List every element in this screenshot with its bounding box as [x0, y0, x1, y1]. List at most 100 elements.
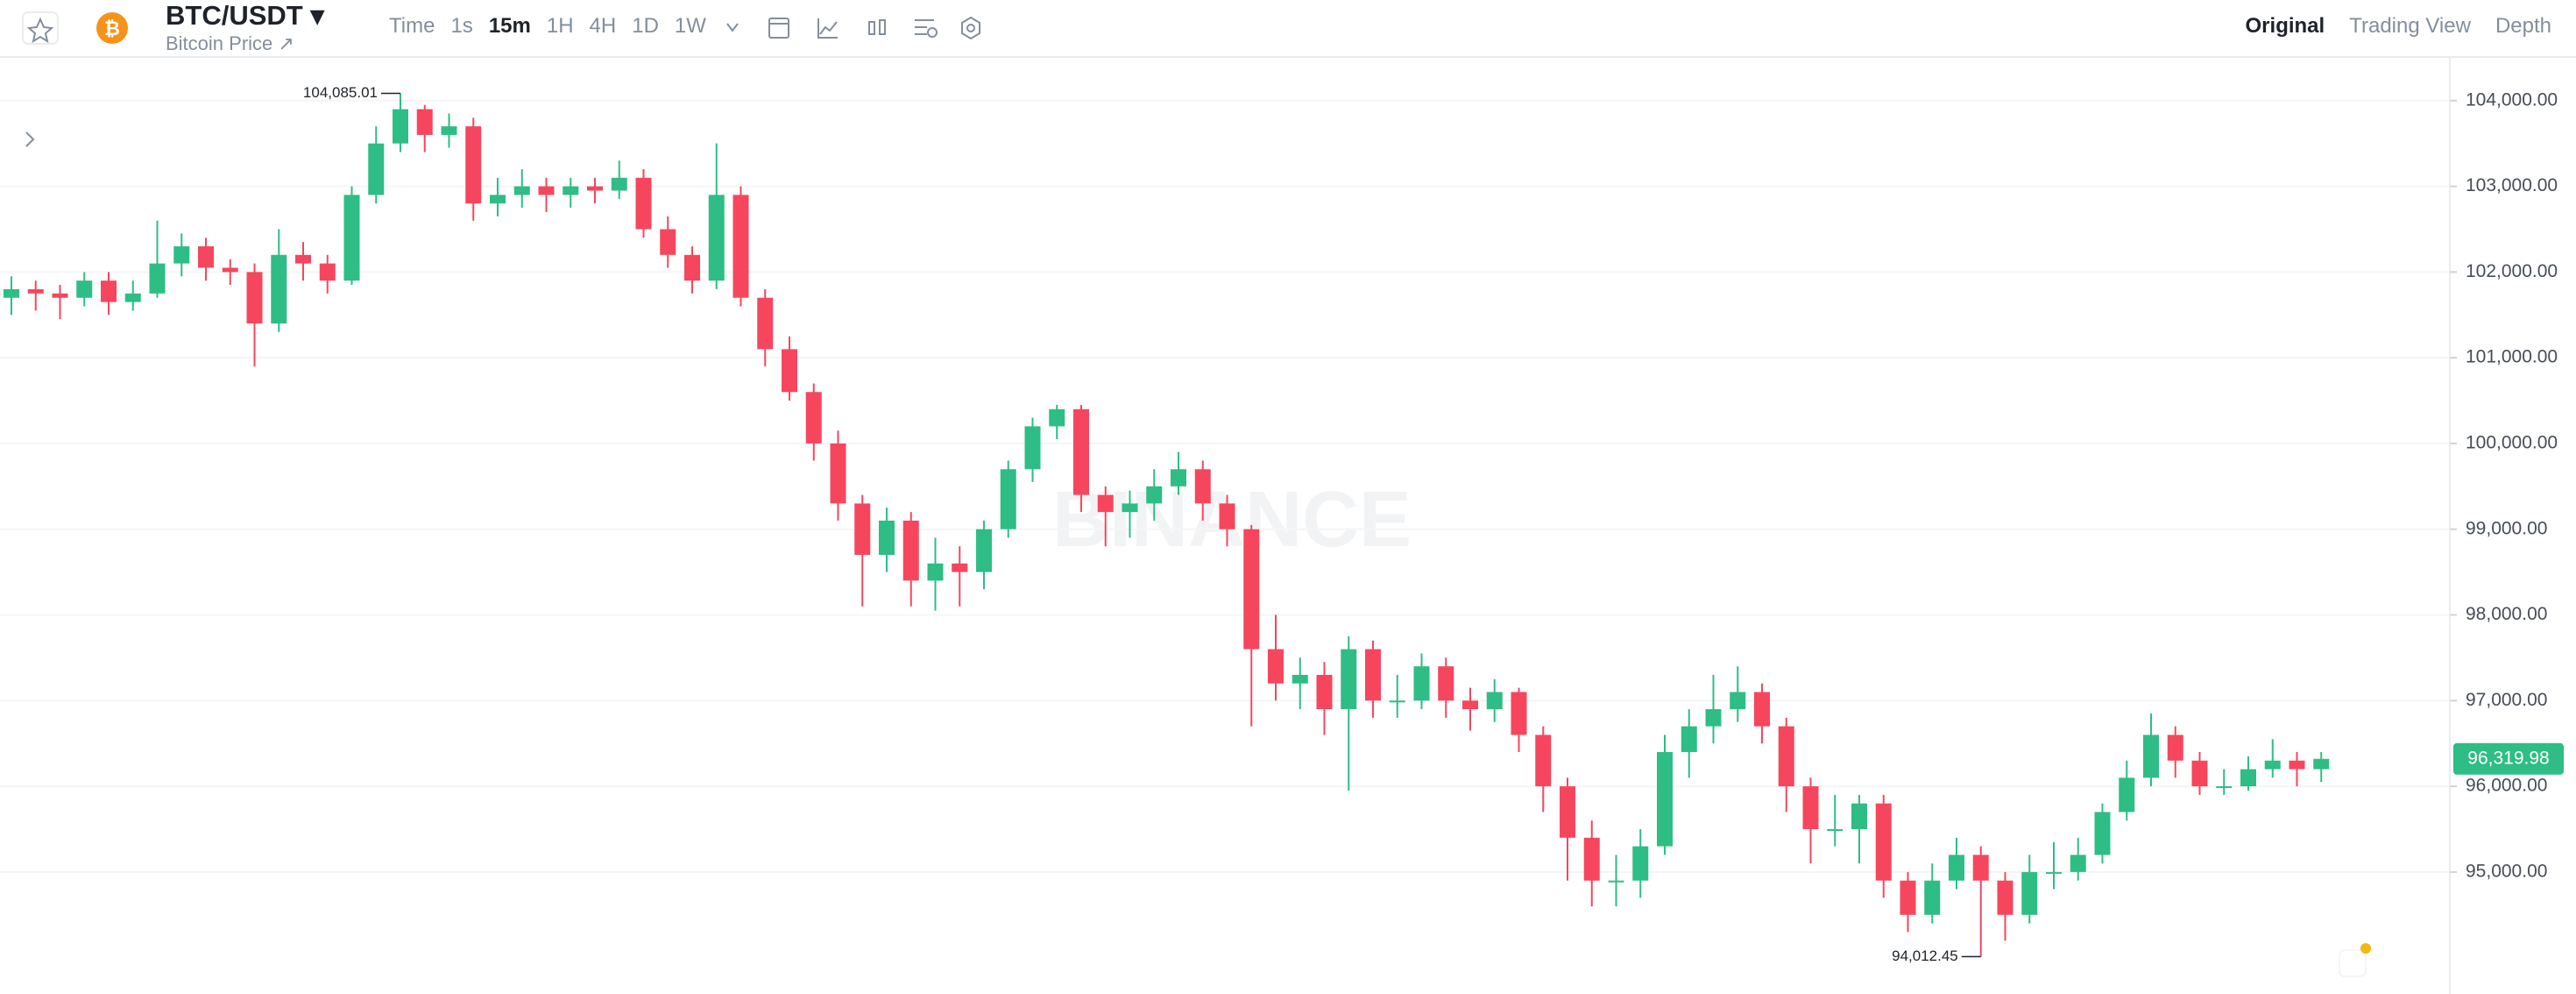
- candle-body: [660, 229, 676, 255]
- header: ₿ BTC/USDT ▾ Bitcoin Price ↗ Time 1s 15m 1H…: [0, 0, 2576, 58]
- interval[interactable]: 1D: [632, 14, 659, 38]
- candle-body: [1754, 692, 1770, 727]
- view-tab[interactable]: Trading View: [2349, 14, 2471, 38]
- pair-title[interactable]: BTC/USDT ▾: [166, 0, 324, 31]
- candle-body: [1219, 503, 1235, 529]
- candle-body: [1146, 486, 1163, 504]
- candle-body: [1341, 649, 1357, 710]
- candle-body: [490, 195, 506, 204]
- candle-body: [1997, 880, 2013, 915]
- y-tick-label: 103,000.00: [2466, 175, 2558, 195]
- candle-body: [1560, 786, 1575, 838]
- candle-body: [4, 288, 19, 298]
- interval[interactable]: Time: [389, 14, 435, 38]
- candle-body: [1778, 726, 1794, 787]
- subtitle-text[interactable]: Bitcoin Price: [166, 32, 273, 54]
- candle-body: [416, 109, 433, 135]
- candle-body: [1949, 855, 1964, 881]
- candle-body: [927, 563, 944, 581]
- low-label: 94,012.45: [1892, 948, 1958, 964]
- chart: BINANCE 95,000.0096,000.0097,000.0098,00…: [0, 58, 2564, 994]
- candle-body: [173, 246, 190, 264]
- candle-body: [1632, 846, 1649, 881]
- candle-body: [198, 246, 214, 268]
- candle-body: [1389, 700, 1405, 703]
- y-tick-label: 102,000.00: [2466, 261, 2558, 281]
- subtitle[interactable]: Bitcoin Price ↗: [166, 32, 294, 54]
- interval[interactable]: 15m: [488, 14, 531, 38]
- candle-body: [2289, 760, 2305, 770]
- candle-body: [635, 177, 652, 230]
- collapse-arrow[interactable]: [25, 131, 35, 147]
- view-tabs: Original Trading View Depth: [2246, 14, 2551, 39]
- candle-body: [1365, 649, 1381, 701]
- candle-body: [1730, 692, 1746, 710]
- candle-body: [1972, 855, 1989, 881]
- candle-body: [1851, 803, 1867, 829]
- interval[interactable]: 4H: [589, 14, 617, 38]
- note-icon[interactable]: [2339, 943, 2371, 977]
- candle-body: [1049, 408, 1065, 427]
- candle-body: [246, 272, 263, 324]
- candle-body: [1657, 751, 1673, 847]
- candle-body: [2167, 735, 2183, 761]
- candle-body: [271, 254, 287, 324]
- candle-body: [101, 280, 117, 302]
- interval[interactable]: 1W: [674, 14, 706, 38]
- candle-body: [1681, 726, 1697, 752]
- candle-body: [1827, 828, 1844, 831]
- intervals: Time 1s 15m 1H 4H 1D 1W: [389, 14, 706, 39]
- candle-body: [1194, 469, 1211, 504]
- candle-body: [805, 392, 822, 444]
- candle-body: [368, 143, 385, 195]
- candle-body: [1802, 786, 1819, 829]
- y-tick-label: 96,000.00: [2466, 776, 2547, 796]
- candle-body: [76, 280, 93, 298]
- candle-body: [708, 195, 725, 281]
- toolbar-icons: [726, 18, 938, 39]
- view-tab[interactable]: Original: [2245, 14, 2325, 38]
- candle-body: [1438, 666, 1454, 701]
- candle-body: [1097, 494, 1114, 513]
- candle-body: [27, 288, 44, 294]
- candle-body: [563, 186, 579, 195]
- candle-body: [513, 186, 530, 195]
- candle-body: [879, 520, 895, 556]
- candle-body: [2119, 777, 2135, 813]
- candle-body: [1875, 803, 1892, 881]
- pair[interactable]: BTC/USDT: [166, 0, 303, 31]
- candle-body: [2216, 786, 2233, 789]
- y-tick-label: 97,000.00: [2466, 690, 2547, 710]
- candle-body: [1316, 674, 1333, 710]
- candle-body: [441, 126, 457, 135]
- candle-body: [732, 195, 749, 298]
- candle-body: [1292, 674, 1308, 684]
- candle-body: [976, 529, 992, 572]
- candle-body: [295, 254, 311, 264]
- icons: ₿: [22, 11, 128, 45]
- candle-body: [952, 563, 968, 572]
- interval[interactable]: 1H: [546, 14, 574, 38]
- candle-body: [149, 263, 166, 294]
- y-tick-label: 99,000.00: [2466, 518, 2547, 538]
- candle-body: [2021, 871, 2038, 915]
- candle-body: [1900, 880, 1916, 915]
- candle-body: [343, 195, 360, 281]
- y-tick-label: 104,000.00: [2466, 89, 2558, 110]
- candle-body: [319, 263, 336, 281]
- interval[interactable]: 1s: [450, 14, 473, 38]
- candle-body: [1243, 529, 1260, 650]
- candle-body: [782, 349, 797, 393]
- candle-body: [2094, 812, 2111, 856]
- view-tab[interactable]: Depth: [2495, 14, 2551, 38]
- candle-body: [1462, 700, 1478, 710]
- candle-body: [902, 520, 919, 581]
- candle-body: [393, 109, 408, 144]
- last-price-tag: [2453, 742, 2564, 775]
- candle-body: [757, 297, 774, 350]
- candle-body: [1535, 735, 1552, 787]
- candle-body: [222, 267, 238, 273]
- candle-body: [1511, 692, 1527, 735]
- settings-icon[interactable]: [958, 15, 984, 41]
- candle-body: [2070, 855, 2086, 872]
